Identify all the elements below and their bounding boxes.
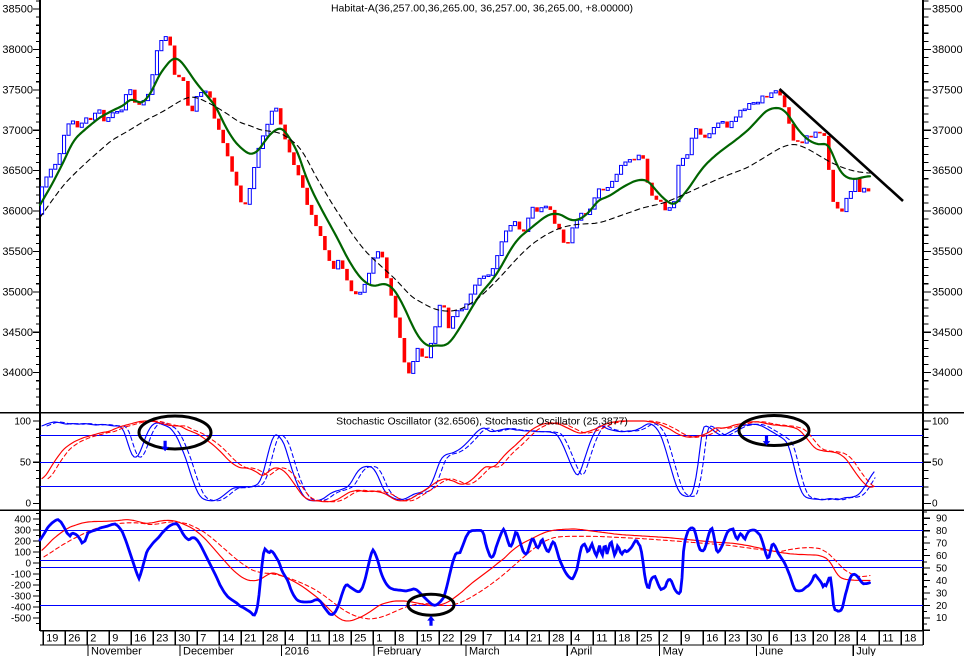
svg-text:23: 23 [728, 632, 740, 644]
svg-text:11: 11 [310, 632, 321, 644]
svg-text:40: 40 [936, 576, 948, 587]
svg-text:4: 4 [860, 632, 866, 644]
svg-text:13: 13 [794, 632, 806, 644]
svg-text:18: 18 [332, 632, 344, 644]
svg-text:80: 80 [936, 526, 948, 537]
svg-text:100: 100 [14, 416, 31, 427]
svg-text:100: 100 [932, 416, 949, 427]
svg-text:28: 28 [266, 632, 278, 644]
svg-text:28: 28 [838, 632, 850, 644]
svg-text:25: 25 [354, 632, 366, 644]
svg-text:6: 6 [772, 632, 778, 644]
svg-text:-400: -400 [11, 602, 31, 613]
svg-text:300: 300 [14, 525, 31, 536]
svg-text:35000: 35000 [2, 286, 33, 298]
svg-text:35500: 35500 [932, 246, 963, 258]
svg-text:7: 7 [486, 632, 492, 644]
svg-text:18: 18 [904, 632, 916, 644]
svg-text:18: 18 [618, 632, 630, 644]
svg-text:37500: 37500 [932, 84, 963, 96]
svg-text:15: 15 [420, 632, 432, 644]
svg-text:4: 4 [574, 632, 580, 644]
svg-text:22: 22 [442, 632, 454, 644]
svg-text:-100: -100 [11, 569, 31, 580]
svg-text:0: 0 [25, 558, 31, 569]
svg-text:21: 21 [244, 632, 256, 644]
svg-text:March: March [469, 646, 500, 656]
svg-text:20: 20 [936, 601, 948, 612]
svg-text:Habitat-A(36,257.00,36,265.00,: Habitat-A(36,257.00,36,265.00, 36,257.00… [331, 3, 633, 15]
svg-text:28: 28 [552, 632, 564, 644]
svg-text:9: 9 [684, 632, 690, 644]
svg-text:19: 19 [46, 632, 58, 644]
svg-text:35000: 35000 [932, 286, 963, 298]
svg-text:9: 9 [112, 632, 118, 644]
svg-text:30: 30 [936, 588, 948, 599]
svg-text:34000: 34000 [932, 367, 963, 379]
svg-text:June: June [759, 646, 783, 656]
svg-text:37000: 37000 [932, 125, 963, 137]
svg-text:16: 16 [706, 632, 718, 644]
svg-text:1: 1 [376, 632, 382, 644]
svg-text:-500: -500 [11, 613, 31, 624]
svg-text:14: 14 [508, 632, 520, 644]
svg-text:34500: 34500 [932, 327, 963, 339]
svg-text:2016: 2016 [285, 646, 309, 656]
svg-text:34500: 34500 [2, 327, 33, 339]
svg-text:38500: 38500 [932, 4, 963, 16]
svg-text:7: 7 [200, 632, 206, 644]
svg-text:November: November [91, 646, 142, 656]
svg-text:2: 2 [90, 632, 96, 644]
svg-text:36500: 36500 [2, 165, 33, 177]
svg-text:34000: 34000 [2, 367, 33, 379]
svg-text:April: April [570, 646, 592, 656]
svg-text:29: 29 [464, 632, 476, 644]
svg-text:36500: 36500 [932, 165, 963, 177]
svg-text:50: 50 [20, 458, 32, 469]
svg-text:23: 23 [156, 632, 168, 644]
svg-text:4: 4 [288, 632, 294, 644]
svg-text:-200: -200 [11, 580, 31, 591]
svg-text:38000: 38000 [2, 44, 33, 56]
svg-text:38500: 38500 [2, 4, 33, 16]
svg-text:21: 21 [530, 632, 542, 644]
svg-text:38000: 38000 [932, 44, 963, 56]
svg-text:36000: 36000 [2, 206, 33, 218]
svg-text:16: 16 [134, 632, 146, 644]
svg-text:60: 60 [936, 551, 948, 562]
svg-text:May: May [663, 646, 684, 656]
svg-text:25: 25 [640, 632, 652, 644]
svg-text:50: 50 [936, 563, 948, 574]
svg-text:-300: -300 [11, 591, 31, 602]
svg-text:400: 400 [14, 514, 31, 525]
svg-text:December: December [183, 646, 234, 656]
svg-text:0: 0 [25, 499, 31, 510]
svg-text:8: 8 [398, 632, 404, 644]
svg-text:37500: 37500 [2, 84, 33, 96]
svg-text:30: 30 [750, 632, 762, 644]
svg-text:Stochastic Oscillator (32.6506: Stochastic Oscillator (32.6506), Stochas… [336, 416, 628, 428]
svg-text:11: 11 [882, 632, 893, 644]
svg-text:2: 2 [662, 632, 668, 644]
svg-text:100: 100 [14, 547, 31, 558]
svg-text:0: 0 [932, 499, 938, 510]
svg-text:July: July [856, 646, 876, 656]
svg-text:50: 50 [932, 458, 944, 469]
svg-text:200: 200 [14, 536, 31, 547]
svg-text:11: 11 [596, 632, 607, 644]
svg-text:10: 10 [936, 613, 948, 624]
svg-text:90: 90 [936, 514, 948, 525]
svg-text:70: 70 [936, 539, 948, 550]
svg-text:February: February [377, 646, 422, 656]
svg-text:35500: 35500 [2, 246, 33, 258]
svg-text:26: 26 [68, 632, 80, 644]
svg-text:36000: 36000 [932, 206, 963, 218]
svg-text:30: 30 [178, 632, 190, 644]
svg-text:37000: 37000 [2, 125, 33, 137]
svg-text:14: 14 [222, 632, 234, 644]
svg-text:20: 20 [816, 632, 828, 644]
